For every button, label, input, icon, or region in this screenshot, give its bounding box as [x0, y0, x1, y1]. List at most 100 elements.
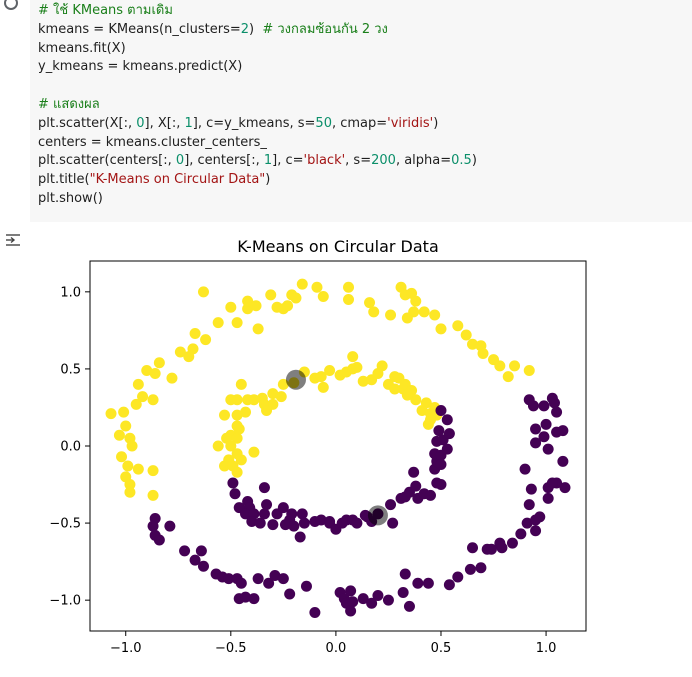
code-token: 'black' [303, 153, 346, 169]
data-point [424, 414, 436, 426]
data-point [519, 463, 531, 475]
data-point [197, 560, 209, 572]
data-point [231, 409, 243, 421]
code-editor[interactable]: # ใช้ KMeans ตามเดิม kmeans = KMeans(n_cl… [30, 0, 692, 222]
data-point [412, 577, 424, 589]
data-point [149, 368, 161, 380]
code-token: 2 [240, 21, 250, 37]
data-point [435, 405, 447, 417]
data-point [137, 391, 149, 403]
data-point [166, 372, 178, 384]
data-point [416, 405, 428, 417]
code-line: plt.scatter(X[:, 0], X[:, 1], c=y_kmeans… [38, 115, 477, 134]
data-point [277, 573, 289, 585]
data-point [347, 351, 359, 363]
data-point [225, 301, 237, 313]
data-point [538, 400, 550, 412]
data-point [372, 590, 384, 602]
code-token: centers = kmeans.cluster_centers_ [38, 134, 267, 150]
data-point [120, 420, 132, 432]
cell-output: K-Means on Circular Data −1.0 −0.5 0.0 0.5 1… [0, 222, 692, 677]
data-point [509, 360, 521, 372]
data-point [343, 281, 355, 293]
data-point [263, 577, 275, 589]
data-point [443, 579, 455, 591]
data-point [189, 327, 201, 339]
y-tick-label: 1.0 [60, 285, 81, 300]
data-point [258, 508, 270, 520]
code-token: 50 [315, 115, 332, 131]
data-point [132, 463, 144, 475]
x-tick-label: −1.0 [110, 641, 142, 656]
data-point [343, 294, 355, 306]
data-point [294, 531, 306, 543]
code-token: ], centers[:, [184, 153, 264, 169]
plot-frame [89, 260, 587, 632]
data-point [557, 455, 569, 467]
data-point [164, 520, 176, 532]
data-point [219, 409, 231, 421]
data-point [265, 289, 277, 301]
data-point [433, 425, 445, 437]
data-point [275, 391, 287, 403]
data-point [246, 516, 258, 528]
data-point [399, 568, 411, 580]
x-tick-label: 1.0 [536, 641, 557, 656]
data-point [317, 381, 329, 393]
data-point [542, 492, 554, 504]
chart-title: K-Means on Circular Data [237, 237, 439, 256]
data-point [502, 371, 514, 383]
code-token: 0.5 [451, 153, 472, 169]
data-point [248, 394, 260, 406]
code-token: , cmap= [331, 115, 388, 131]
data-point [467, 338, 479, 350]
data-point [435, 479, 447, 491]
data-point [357, 593, 369, 605]
data-point [147, 394, 159, 406]
data-point [467, 542, 479, 554]
code-line [38, 77, 477, 96]
output-toggle-icon[interactable] [4, 232, 22, 248]
data-point [506, 537, 518, 549]
data-point [116, 451, 128, 463]
data-point [258, 482, 270, 494]
code-token: ) [433, 115, 439, 131]
data-point [385, 309, 397, 321]
x-tick-label: −0.5 [215, 641, 247, 656]
data-point [397, 586, 409, 598]
data-point [389, 383, 401, 395]
x-tick-label: 0.0 [326, 641, 347, 656]
code-token: plt.scatter(X[:, [38, 115, 137, 131]
data-point [195, 545, 207, 557]
code-token: ) [265, 172, 271, 188]
data-point [147, 489, 159, 501]
code-token: ], X[:, [144, 115, 185, 131]
code-lines: # ใช้ KMeans ตามเดิม kmeans = KMeans(n_cl… [38, 2, 477, 209]
data-point [261, 405, 273, 417]
data-point [477, 348, 489, 359]
cell-gutter [0, 0, 30, 222]
data-point [235, 454, 247, 466]
data-point [351, 517, 363, 529]
data-point [282, 300, 294, 312]
data-point [540, 418, 552, 430]
data-point [523, 394, 535, 406]
data-point [523, 364, 535, 376]
code-token: ], c= [272, 153, 304, 169]
data-point [546, 392, 558, 404]
run-cell-icon[interactable] [4, 0, 18, 10]
data-point [300, 580, 312, 592]
code-token: y_kmeans = kmeans.predict(X) [38, 59, 243, 75]
code-token: 1 [184, 115, 193, 131]
data-point [435, 323, 447, 335]
data-point [351, 361, 363, 373]
data-point [219, 460, 231, 472]
data-point [530, 423, 542, 435]
code-line: y_kmeans = kmeans.predict(X) [38, 58, 477, 77]
code-line: kmeans.fit(X) [38, 40, 477, 59]
data-point [105, 408, 117, 420]
data-point [345, 605, 357, 617]
code-token: # ใช้ KMeans ตามเดิม [38, 3, 173, 18]
data-point [557, 425, 569, 437]
y-tick-label: −0.5 [49, 517, 81, 532]
